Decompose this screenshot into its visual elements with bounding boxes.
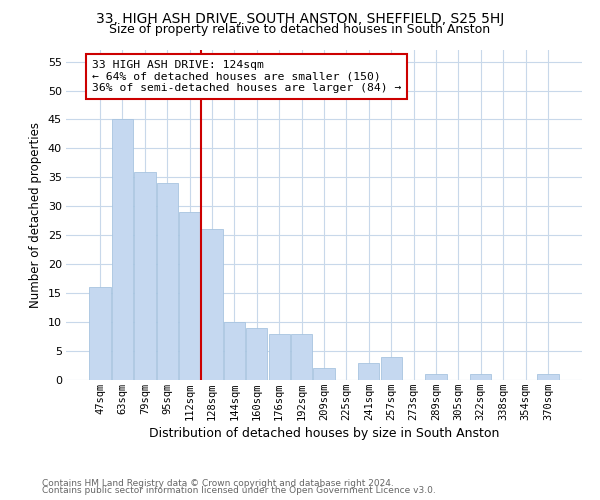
Bar <box>537 374 559 380</box>
Bar <box>380 357 402 380</box>
Text: 33 HIGH ASH DRIVE: 124sqm
← 64% of detached houses are smaller (150)
36% of semi: 33 HIGH ASH DRIVE: 124sqm ← 64% of detac… <box>92 60 401 93</box>
X-axis label: Distribution of detached houses by size in South Anston: Distribution of detached houses by size … <box>149 427 499 440</box>
Text: Contains public sector information licensed under the Open Government Licence v3: Contains public sector information licen… <box>42 486 436 495</box>
Bar <box>470 374 491 380</box>
Bar <box>313 368 335 380</box>
Bar <box>425 374 446 380</box>
Bar <box>269 334 290 380</box>
Text: 33, HIGH ASH DRIVE, SOUTH ANSTON, SHEFFIELD, S25 5HJ: 33, HIGH ASH DRIVE, SOUTH ANSTON, SHEFFI… <box>96 12 504 26</box>
Bar <box>89 288 111 380</box>
Bar <box>246 328 268 380</box>
Bar <box>112 120 133 380</box>
Text: Size of property relative to detached houses in South Anston: Size of property relative to detached ho… <box>109 22 491 36</box>
Text: Contains HM Land Registry data © Crown copyright and database right 2024.: Contains HM Land Registry data © Crown c… <box>42 478 394 488</box>
Bar <box>202 230 223 380</box>
Bar <box>224 322 245 380</box>
Y-axis label: Number of detached properties: Number of detached properties <box>29 122 42 308</box>
Bar <box>291 334 312 380</box>
Bar <box>358 362 379 380</box>
Bar <box>157 183 178 380</box>
Bar <box>134 172 155 380</box>
Bar <box>179 212 200 380</box>
